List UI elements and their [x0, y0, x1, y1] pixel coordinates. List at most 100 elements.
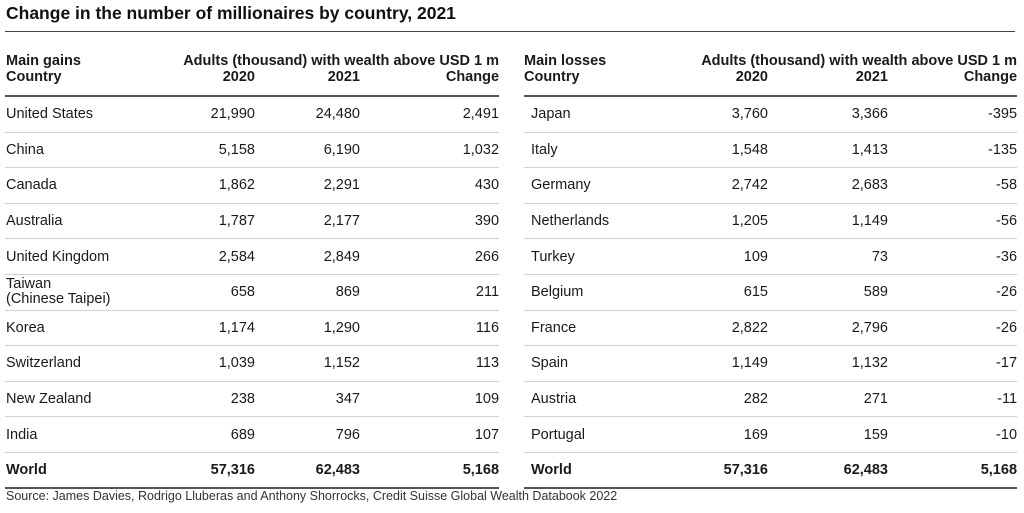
country-cell: Spain [524, 345, 664, 382]
change-cell: -26 [888, 274, 1018, 311]
value-2021-cell: 1,132 [768, 345, 888, 382]
country-cell: United States [5, 96, 145, 133]
gains-country-header: Country [5, 69, 145, 97]
value-2020-cell: 109 [664, 238, 768, 275]
change-cell: -11 [888, 381, 1018, 418]
change-cell: -26 [888, 310, 1018, 347]
value-2021-cell: 796 [255, 416, 360, 453]
world-total-row: World 57,316 62,483 5,168 [5, 452, 500, 489]
world-label-cell: World [5, 452, 145, 489]
value-2020-cell: 2,584 [145, 238, 255, 275]
value-2020-cell: 658 [145, 274, 255, 311]
value-2021-cell: 2,683 [768, 167, 888, 204]
change-cell: 109 [360, 381, 500, 418]
table-row: Taiwan (Chinese Taipei) 658 869 211 [5, 274, 500, 311]
value-2020-cell: 2,822 [664, 310, 768, 347]
country-cell: New Zealand [5, 381, 145, 418]
losses-header-row-2: Country 2020 2021 Change [524, 69, 1018, 97]
country-cell: Germany [524, 167, 664, 204]
table-row: New Zealand 238 347 109 [5, 381, 500, 418]
country-cell: Canada [5, 167, 145, 204]
table-row: Germany 2,742 2,683 -58 [524, 167, 1018, 204]
change-cell: -135 [888, 132, 1018, 169]
table-row: Netherlands 1,205 1,149 -56 [524, 203, 1018, 240]
change-cell: 1,032 [360, 132, 500, 169]
country-cell: United Kingdom [5, 238, 145, 275]
table-row: India 689 796 107 [5, 416, 500, 453]
world-change-cell: 5,168 [888, 452, 1018, 489]
table-row: China 5,158 6,190 1,032 [5, 132, 500, 169]
world-2020-cell: 57,316 [145, 452, 255, 489]
country-cell: Italy [524, 132, 664, 169]
country-cell: France [524, 310, 664, 347]
value-2020-cell: 689 [145, 416, 255, 453]
value-2021-cell: 347 [255, 381, 360, 418]
losses-header-row-1: Main losses Adults (thousand) with wealt… [524, 43, 1017, 69]
gains-2021-header: 2021 [255, 69, 360, 97]
value-2021-cell: 1,152 [255, 345, 360, 382]
table-row: Belgium 615 589 -26 [524, 274, 1018, 311]
value-2020-cell: 1,174 [145, 310, 255, 347]
value-2021-cell: 271 [768, 381, 888, 418]
country-cell: India [5, 416, 145, 453]
table-row: Portugal 169 159 -10 [524, 416, 1018, 453]
losses-country-header: Country [524, 69, 664, 97]
gains-section-label: Main gains [6, 53, 81, 69]
value-2021-cell: 2,796 [768, 310, 888, 347]
value-2020-cell: 3,760 [664, 96, 768, 133]
gains-header-row-1: Main gains Adults (thousand) with wealth… [5, 43, 499, 69]
table-row: Switzerland 1,039 1,152 113 [5, 345, 500, 382]
world-2020-cell: 57,316 [664, 452, 768, 489]
value-2021-cell: 1,290 [255, 310, 360, 347]
losses-change-header: Change [888, 69, 1018, 97]
losses-section-label: Main losses [524, 53, 607, 69]
table-row: Spain 1,149 1,132 -17 [524, 345, 1018, 382]
losses-group-label: Adults (thousand) with wealth above USD … [701, 53, 1018, 69]
country-name-line-2: (Chinese Taipei) [6, 291, 111, 308]
change-cell: 113 [360, 345, 500, 382]
gains-change-header: Change [360, 69, 500, 97]
losses-table: Main losses Adults (thousand) with wealt… [524, 43, 1018, 489]
source-note: Source: James Davies, Rodrigo Lluberas a… [6, 489, 618, 503]
country-cell: Netherlands [524, 203, 664, 240]
value-2020-cell: 282 [664, 381, 768, 418]
table-row: Japan 3,760 3,366 -395 [524, 96, 1018, 133]
change-cell: -17 [888, 345, 1018, 382]
gains-table-body: United States 21,990 24,480 2,491 China 5,158… [5, 96, 500, 489]
value-2021-cell: 2,291 [255, 167, 360, 204]
value-2021-cell: 159 [768, 416, 888, 453]
table-row: United States 21,990 24,480 2,491 [5, 96, 500, 133]
gains-2020-header: 2020 [145, 69, 255, 97]
value-2021-cell: 73 [768, 238, 888, 275]
value-2020-cell: 1,548 [664, 132, 768, 169]
country-cell: Japan [524, 96, 664, 133]
change-cell: 2,491 [360, 96, 500, 133]
country-cell: Turkey [524, 238, 664, 275]
value-2020-cell: 615 [664, 274, 768, 311]
value-2020-cell: 1,149 [664, 345, 768, 382]
table-row: Canada 1,862 2,291 430 [5, 167, 500, 204]
value-2020-cell: 1,787 [145, 203, 255, 240]
world-total-row: World 57,316 62,483 5,168 [524, 452, 1018, 489]
world-change-cell: 5,168 [360, 452, 500, 489]
table-row: Korea 1,174 1,290 116 [5, 310, 500, 347]
table-row: Italy 1,548 1,413 -135 [524, 132, 1018, 169]
value-2021-cell: 3,366 [768, 96, 888, 133]
change-cell: 266 [360, 238, 500, 275]
change-cell: 211 [360, 274, 500, 311]
losses-2021-header: 2021 [768, 69, 888, 97]
table-row: Turkey 109 73 -36 [524, 238, 1018, 275]
gains-group-label: Adults (thousand) with wealth above USD … [183, 53, 500, 69]
country-cell: Belgium [524, 274, 664, 311]
table-row: France 2,822 2,796 -26 [524, 310, 1018, 347]
value-2021-cell: 6,190 [255, 132, 360, 169]
change-cell: 430 [360, 167, 500, 204]
value-2020-cell: 1,862 [145, 167, 255, 204]
world-label-cell: World [524, 452, 664, 489]
country-cell: Switzerland [5, 345, 145, 382]
change-cell: -10 [888, 416, 1018, 453]
gains-header-row-2: Country 2020 2021 Change [5, 69, 500, 97]
country-cell: Australia [5, 203, 145, 240]
value-2021-cell: 869 [255, 274, 360, 311]
